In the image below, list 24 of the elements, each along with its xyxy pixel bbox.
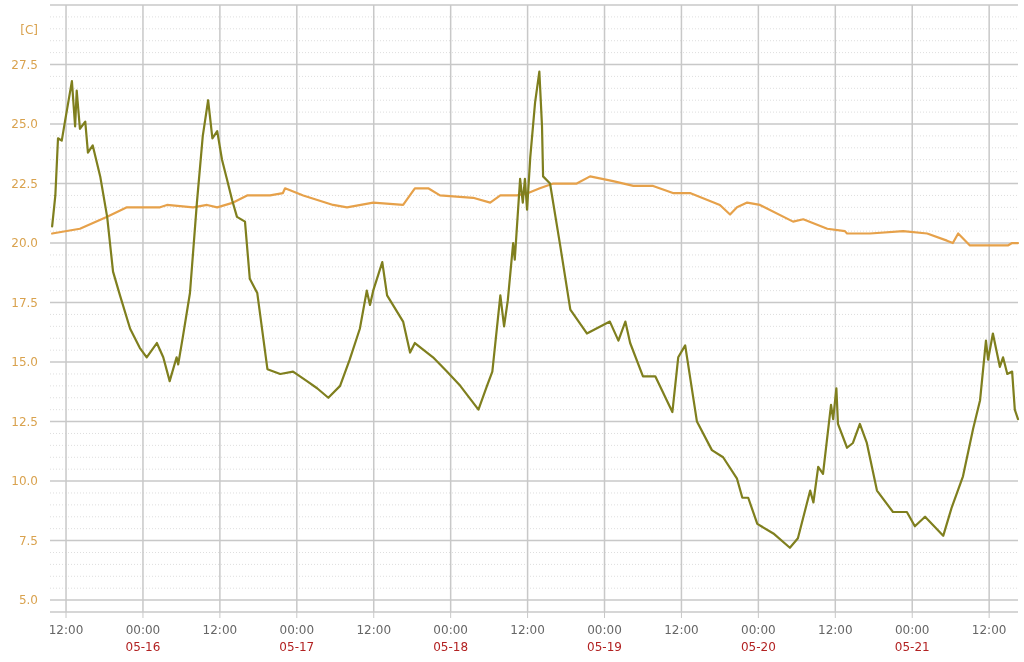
x-tick-label: 00:00 05-17 xyxy=(279,623,315,654)
y-tick-label: 25.0 xyxy=(11,117,38,132)
y-tick-label: 22.5 xyxy=(11,176,38,191)
y-tick-label: 15.0 xyxy=(11,355,38,370)
x-tick-label: 00:00 05-19 xyxy=(587,623,622,654)
x-tick-label: 12:00 xyxy=(356,623,392,637)
x-tick-label: 00:00 05-18 xyxy=(433,623,469,654)
y-tick-label: 5.0 xyxy=(18,593,38,608)
y-tick-label: 20.0 xyxy=(11,236,38,251)
x-tick-label: 12:00 xyxy=(202,623,238,637)
y-tick-label: 17.5 xyxy=(11,295,38,310)
x-tick-label: 12:00 xyxy=(818,623,853,637)
x-tick-label: 12:00 xyxy=(510,623,545,637)
x-tick-label: 00:00 05-20 xyxy=(740,623,776,654)
x-tick-label: 00:00 05-16 xyxy=(125,623,161,654)
y-tick-label: 10.0 xyxy=(11,474,38,489)
x-tick-label: 00:00 05-21 xyxy=(894,623,930,654)
y-tick-label: 27.5 xyxy=(11,57,38,72)
y-tick-label: 7.5 xyxy=(18,533,38,548)
x-tick-label: 12:00 xyxy=(48,623,84,637)
y-tick-label: 12.5 xyxy=(11,414,38,429)
x-tick-label: 12:00 xyxy=(971,623,1007,637)
x-tick-label: 12:00 xyxy=(664,623,699,637)
y-axis-title: [C] xyxy=(20,23,38,37)
